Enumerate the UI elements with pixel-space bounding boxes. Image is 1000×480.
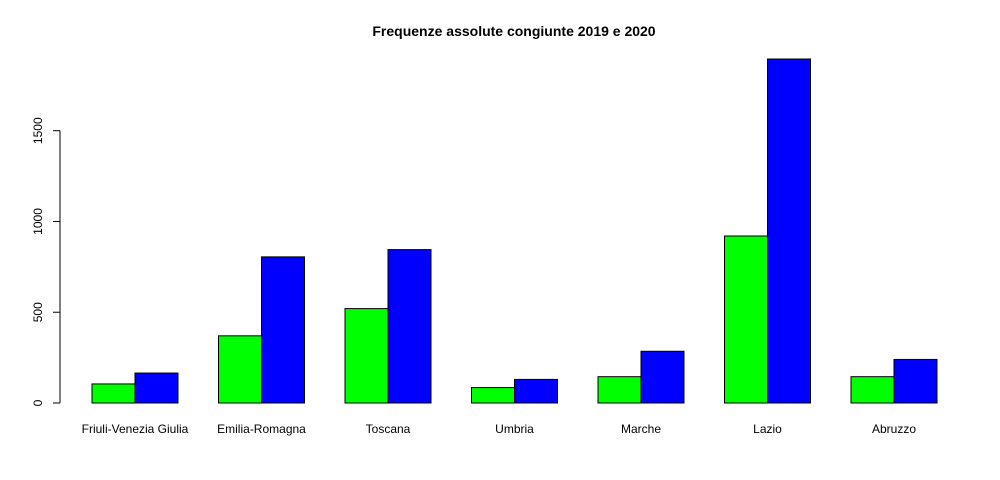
x-category-label: Toscana bbox=[366, 422, 411, 436]
y-axis: 0 500 1000 1500 bbox=[31, 117, 61, 406]
bar-green-5 bbox=[724, 235, 768, 404]
y-tick-label: 500 bbox=[31, 302, 45, 322]
bar-blue-4 bbox=[640, 350, 685, 404]
y-tick-label: 1000 bbox=[31, 208, 45, 235]
chart-title: Frequenze assolute congiunte 2019 e 2020 bbox=[372, 23, 655, 39]
x-category-label: Umbria bbox=[495, 422, 534, 436]
bar-green-2 bbox=[344, 308, 389, 404]
x-category-label: Marche bbox=[621, 422, 661, 436]
x-axis-labels: Friuli-Venezia Giulia Emilia-Romagna Tosca… bbox=[82, 422, 917, 436]
bar-green-0 bbox=[91, 383, 136, 404]
y-tick-label: 0 bbox=[31, 399, 45, 406]
bar-green-4 bbox=[597, 376, 642, 404]
bar-green-1 bbox=[218, 335, 262, 404]
bar-blue-6 bbox=[893, 358, 938, 404]
bars-group bbox=[91, 58, 938, 404]
bar-blue-1 bbox=[261, 256, 305, 404]
bar-blue-5 bbox=[767, 58, 811, 404]
x-category-label: Emilia-Romagna bbox=[217, 422, 306, 436]
x-category-label: Lazio bbox=[753, 422, 782, 436]
y-tick-label: 1500 bbox=[31, 117, 45, 144]
bar-green-3 bbox=[471, 387, 515, 404]
bar-blue-2 bbox=[387, 249, 432, 404]
x-category-label: Abruzzo bbox=[872, 422, 916, 436]
bar-blue-0 bbox=[134, 372, 179, 404]
bar-green-6 bbox=[850, 376, 895, 404]
bar-blue-3 bbox=[514, 378, 558, 404]
x-category-label: Friuli-Venezia Giulia bbox=[82, 422, 189, 436]
